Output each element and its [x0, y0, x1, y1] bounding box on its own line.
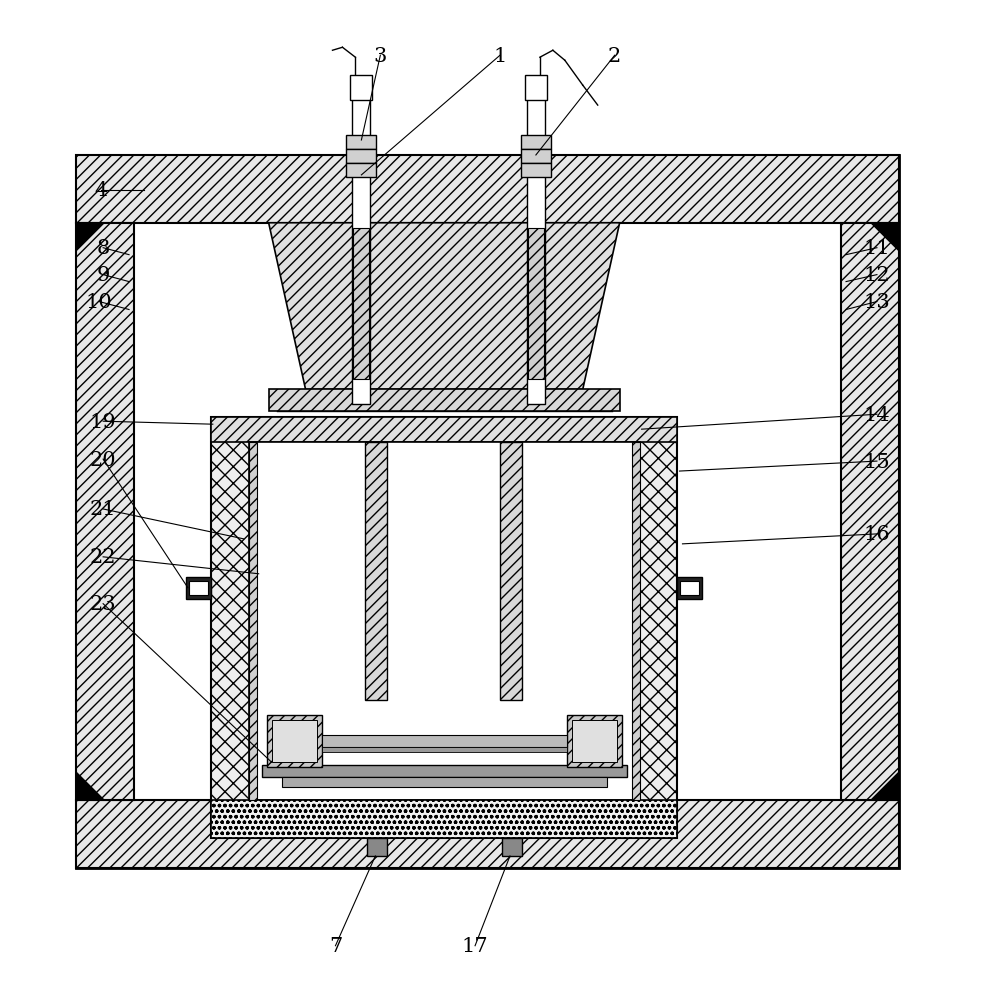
- Bar: [500, 443, 522, 701]
- Polygon shape: [871, 772, 899, 801]
- Bar: [365, 443, 387, 701]
- Bar: [521, 164, 551, 177]
- Bar: [680, 581, 699, 596]
- Bar: [346, 150, 376, 164]
- Bar: [632, 443, 640, 801]
- Bar: [186, 577, 211, 599]
- Bar: [346, 164, 376, 177]
- Text: 21: 21: [90, 500, 116, 519]
- Text: 8: 8: [96, 239, 110, 258]
- Bar: [189, 581, 208, 596]
- Text: 10: 10: [86, 293, 113, 312]
- Bar: [249, 443, 640, 801]
- Bar: [76, 156, 899, 224]
- Text: 1: 1: [493, 46, 507, 66]
- Bar: [525, 76, 547, 101]
- Polygon shape: [269, 224, 620, 389]
- Bar: [272, 721, 317, 762]
- Bar: [322, 736, 567, 747]
- Text: 11: 11: [864, 239, 890, 258]
- Bar: [267, 716, 322, 767]
- Text: 19: 19: [90, 412, 116, 431]
- Text: 13: 13: [864, 293, 890, 312]
- Bar: [269, 389, 620, 412]
- Bar: [76, 801, 899, 868]
- Text: 16: 16: [864, 525, 890, 544]
- Bar: [527, 96, 545, 405]
- Polygon shape: [76, 772, 104, 801]
- Bar: [249, 443, 257, 801]
- Bar: [350, 76, 372, 101]
- Bar: [572, 721, 617, 762]
- Text: 4: 4: [95, 181, 108, 200]
- Text: 7: 7: [329, 937, 342, 955]
- Bar: [346, 136, 376, 150]
- Bar: [567, 716, 622, 767]
- Bar: [282, 777, 607, 788]
- Bar: [262, 765, 627, 777]
- Bar: [677, 577, 702, 599]
- Bar: [211, 801, 677, 838]
- Bar: [528, 229, 544, 380]
- Text: 15: 15: [864, 453, 890, 471]
- Bar: [502, 838, 522, 856]
- Text: 22: 22: [90, 548, 116, 567]
- Bar: [76, 224, 134, 801]
- Text: 3: 3: [374, 46, 387, 66]
- Text: 23: 23: [90, 595, 116, 613]
- Bar: [521, 136, 551, 150]
- Text: 14: 14: [864, 405, 890, 424]
- Text: 17: 17: [462, 937, 488, 955]
- Text: 12: 12: [864, 266, 890, 285]
- Bar: [353, 229, 369, 380]
- Bar: [211, 418, 677, 838]
- Bar: [352, 96, 370, 405]
- Text: 20: 20: [90, 451, 116, 469]
- Bar: [322, 747, 567, 752]
- Bar: [211, 418, 677, 443]
- Bar: [367, 838, 387, 856]
- Polygon shape: [76, 224, 104, 251]
- Text: 2: 2: [608, 46, 621, 66]
- Bar: [841, 224, 899, 801]
- Polygon shape: [871, 224, 899, 251]
- Text: 9: 9: [96, 266, 110, 285]
- Bar: [521, 150, 551, 164]
- Bar: [76, 156, 899, 868]
